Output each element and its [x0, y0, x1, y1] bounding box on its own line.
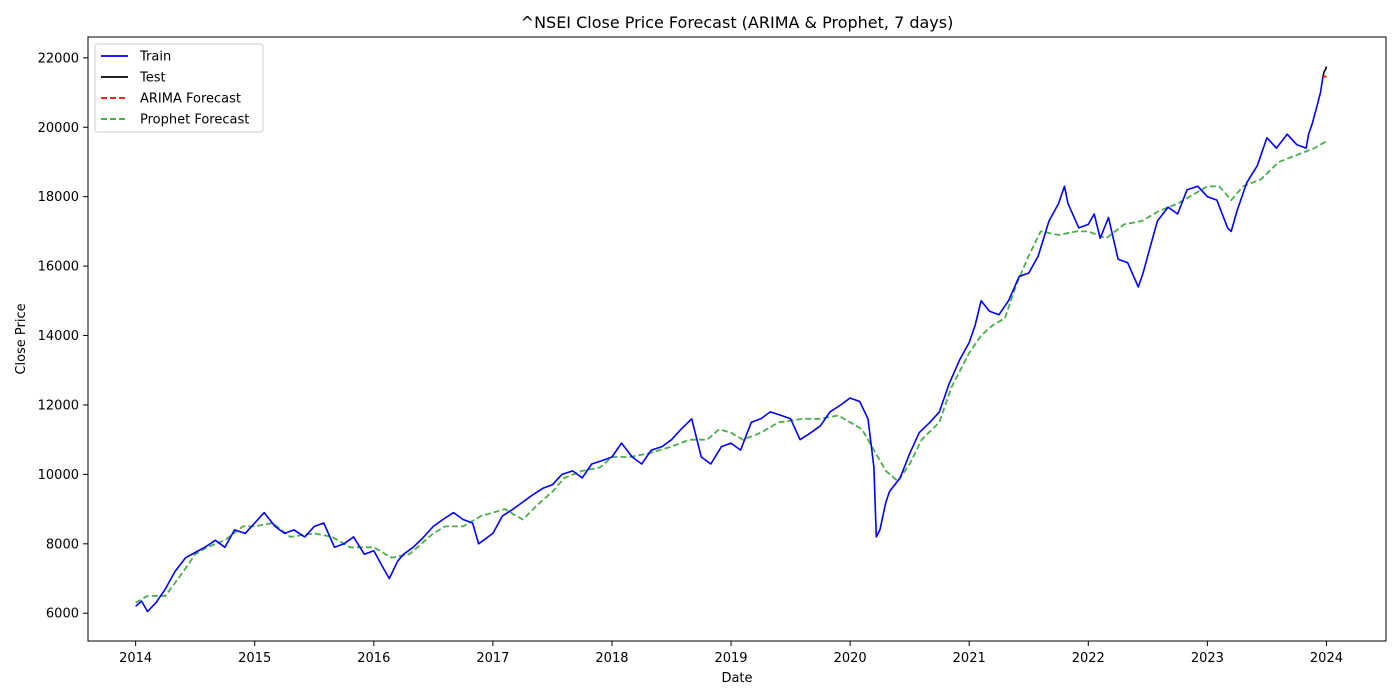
y-tick-label: 10000	[38, 468, 79, 483]
x-tick-label: 2016	[357, 651, 390, 666]
x-tick-label: 2020	[834, 651, 867, 666]
series-line-train	[135, 76, 1324, 613]
plot-frame	[87, 36, 1387, 642]
series-line-prophet-forecast	[135, 140, 1327, 604]
x-tick-label: 2022	[1072, 651, 1105, 666]
x-tick-label: 2015	[238, 651, 271, 666]
y-tick-label: 18000	[38, 190, 79, 205]
x-tick-label: 2018	[595, 651, 628, 666]
y-axis-title: Close Price	[14, 303, 29, 374]
y-tick-label: 8000	[46, 537, 79, 552]
legend-label: Test	[139, 71, 166, 86]
x-tick-label: 2021	[953, 651, 986, 666]
x-tick-label: 2014	[119, 651, 152, 666]
x-tick-label: 2019	[714, 651, 747, 666]
y-tick-label: 20000	[38, 121, 79, 136]
y-tick-label: 14000	[38, 329, 79, 344]
y-tick-label: 22000	[38, 51, 79, 66]
legend-box	[94, 43, 264, 133]
y-axis: 6000 8000 10000 12000 14000 16000 18000 20000 22…	[38, 51, 88, 622]
legend-label: Prophet Forecast	[140, 113, 249, 128]
series-line-arima-forecast	[1322, 75, 1327, 78]
y-tick-label: 6000	[46, 607, 79, 622]
series-line-test	[1322, 66, 1328, 78]
series-layer	[135, 66, 1328, 613]
y-tick-label: 12000	[38, 398, 79, 413]
legend-label: Train	[139, 50, 171, 65]
x-axis-title: Date	[721, 671, 752, 686]
x-tick-label: 2024	[1310, 651, 1343, 666]
y-tick-label: 16000	[38, 260, 79, 275]
chart-title: ^NSEI Close Price Forecast (ARIMA & Prop…	[521, 13, 954, 32]
legend: Train Test ARIMA Forecast Prophet Forecast	[94, 43, 264, 133]
x-tick-label: 2017	[476, 651, 509, 666]
x-axis: 2014 2015 2016 2017 2018 2019 2020 2021 2022 2023…	[119, 641, 1343, 666]
legend-label: ARIMA Forecast	[140, 92, 241, 107]
x-tick-label: 2023	[1191, 651, 1224, 666]
